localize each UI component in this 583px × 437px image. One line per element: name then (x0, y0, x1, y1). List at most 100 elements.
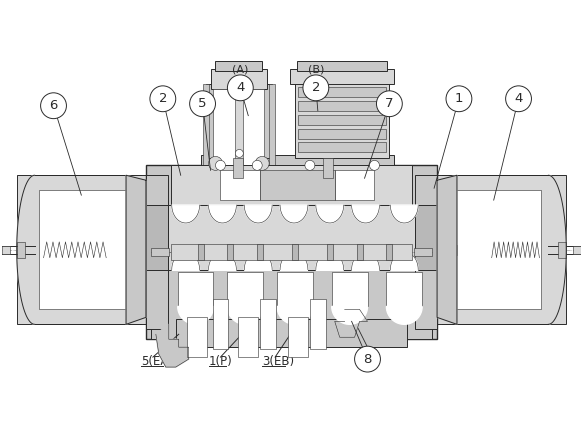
Bar (277, 272, 313, 306)
Bar (202, 84, 209, 203)
Polygon shape (178, 306, 213, 324)
Bar (332, 272, 367, 306)
Circle shape (354, 346, 381, 372)
Bar (38, 190, 133, 309)
Bar (295, 79, 389, 158)
Bar (290, 69, 394, 84)
Polygon shape (277, 306, 313, 324)
Polygon shape (244, 205, 272, 223)
Circle shape (370, 160, 380, 170)
Text: 6: 6 (50, 99, 58, 112)
Bar (292, 244, 298, 260)
Circle shape (252, 160, 262, 170)
Bar (220, 170, 260, 200)
Circle shape (446, 86, 472, 112)
Bar (146, 205, 168, 270)
Text: 2: 2 (311, 81, 320, 94)
Polygon shape (387, 306, 422, 324)
Text: 4: 4 (514, 92, 523, 105)
Bar (213, 299, 229, 349)
Bar (238, 317, 258, 357)
Bar (427, 245, 457, 255)
Bar (151, 205, 432, 270)
Bar (335, 170, 374, 200)
Bar (187, 317, 206, 357)
Polygon shape (352, 252, 380, 270)
Bar (146, 175, 168, 329)
Bar (298, 87, 387, 97)
Polygon shape (332, 306, 367, 324)
Bar (213, 89, 264, 173)
Text: 5(EA): 5(EA) (141, 354, 173, 368)
Bar (210, 69, 267, 89)
Bar (387, 244, 392, 260)
Bar (415, 205, 437, 270)
Bar (288, 317, 308, 357)
Polygon shape (227, 306, 263, 324)
Polygon shape (172, 252, 199, 270)
Polygon shape (391, 252, 418, 270)
Bar (297, 61, 387, 71)
Polygon shape (17, 175, 34, 324)
Text: 7: 7 (385, 97, 394, 110)
Bar (298, 114, 387, 125)
Bar (415, 175, 437, 329)
Polygon shape (316, 205, 343, 223)
Bar (269, 84, 275, 203)
Circle shape (236, 149, 243, 157)
Text: 2: 2 (159, 92, 167, 105)
Bar (151, 270, 432, 339)
Circle shape (303, 75, 329, 101)
Circle shape (216, 160, 226, 170)
Polygon shape (391, 205, 418, 223)
Bar (260, 299, 276, 349)
Bar (171, 244, 412, 260)
Circle shape (41, 93, 66, 118)
Bar (323, 158, 333, 178)
Text: (A): (A) (232, 65, 248, 75)
Text: 8: 8 (363, 353, 372, 366)
Bar (198, 244, 203, 260)
Bar (387, 272, 422, 306)
Bar (327, 244, 333, 260)
Bar (175, 319, 408, 347)
Text: 1: 1 (455, 92, 463, 105)
Bar (17, 175, 146, 324)
Polygon shape (244, 252, 272, 270)
Bar (126, 245, 156, 255)
Bar (171, 165, 412, 205)
Bar (298, 142, 387, 153)
Bar (414, 248, 432, 256)
Bar (233, 158, 243, 178)
Polygon shape (172, 205, 199, 223)
Circle shape (189, 91, 216, 117)
Bar (257, 244, 263, 260)
Bar (437, 175, 566, 324)
Bar (201, 156, 394, 175)
Polygon shape (280, 252, 308, 270)
Circle shape (227, 75, 253, 101)
Polygon shape (549, 175, 566, 324)
Bar (151, 248, 169, 256)
Polygon shape (437, 175, 457, 324)
Bar (298, 101, 387, 111)
Bar (573, 246, 581, 254)
Text: 4: 4 (236, 81, 244, 94)
Polygon shape (335, 309, 367, 337)
Bar (216, 61, 262, 71)
Text: 3(EB): 3(EB) (262, 354, 294, 368)
Circle shape (377, 91, 402, 117)
Bar (260, 170, 335, 200)
Circle shape (150, 86, 175, 112)
Text: (B): (B) (308, 65, 324, 75)
Bar (17, 242, 24, 258)
Bar (236, 89, 243, 188)
Bar (357, 244, 363, 260)
Polygon shape (316, 252, 343, 270)
Bar (298, 128, 387, 139)
Text: 5: 5 (198, 97, 207, 110)
Polygon shape (280, 205, 308, 223)
Polygon shape (352, 205, 380, 223)
Polygon shape (126, 175, 146, 324)
Bar (146, 165, 437, 339)
